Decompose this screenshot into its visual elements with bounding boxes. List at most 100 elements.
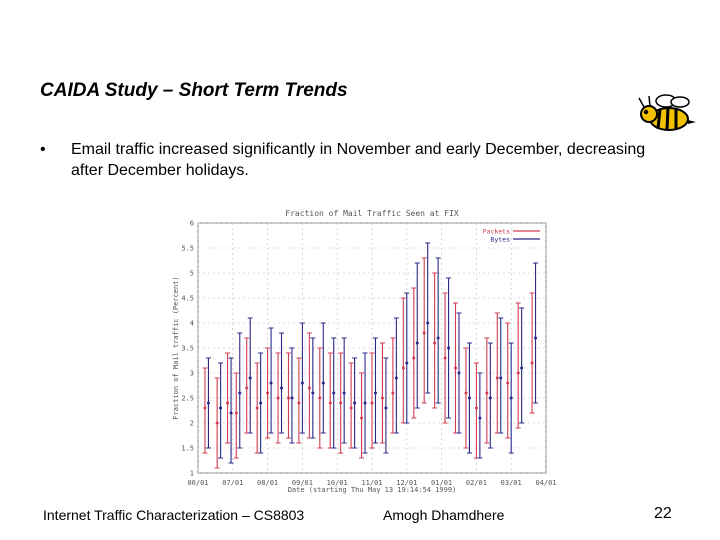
data-point xyxy=(245,386,249,390)
data-point xyxy=(360,416,364,420)
data-point xyxy=(363,401,367,405)
data-point xyxy=(530,361,534,365)
data-point xyxy=(380,396,384,400)
data-point xyxy=(443,356,447,360)
data-point xyxy=(401,366,405,370)
y-tick-label: 4.5 xyxy=(181,295,194,303)
data-point xyxy=(342,391,346,395)
data-point xyxy=(467,396,471,400)
data-point xyxy=(516,371,520,375)
x-tick-label: 11/01 xyxy=(361,479,382,487)
x-tick-label: 03/01 xyxy=(501,479,522,487)
y-tick-label: 4 xyxy=(190,320,194,328)
data-point xyxy=(436,336,440,340)
data-point xyxy=(248,376,252,380)
data-point xyxy=(328,401,332,405)
data-point xyxy=(206,401,210,405)
chart-svg: 06/01 07/01 08/01 09/01 10/01 11/01 12/01 01/01… xyxy=(172,209,557,494)
y-tick-label: 3.5 xyxy=(181,345,194,353)
data-point xyxy=(266,391,270,395)
data-point xyxy=(433,341,437,345)
data-point xyxy=(495,376,499,380)
legend-label: Bytes xyxy=(490,236,510,244)
data-point xyxy=(297,401,301,405)
data-point xyxy=(405,361,409,365)
data-point xyxy=(520,366,524,370)
data-point xyxy=(234,411,238,415)
chart-title: Fraction of Mail Traffic Seen at FIX xyxy=(285,209,459,218)
data-point xyxy=(457,371,461,375)
x-tick-label: 12/01 xyxy=(396,479,417,487)
data-point xyxy=(219,406,223,410)
x-tick-label: 01/01 xyxy=(431,479,452,487)
data-point xyxy=(290,396,294,400)
data-point xyxy=(276,396,280,400)
y-tick-label: 2 xyxy=(190,420,194,428)
legend-label: Packets xyxy=(483,228,510,236)
y-tick-label: 5.5 xyxy=(181,245,194,253)
data-point xyxy=(215,421,219,425)
y-tick-label: 6 xyxy=(190,220,194,228)
data-point xyxy=(226,401,230,405)
data-point xyxy=(353,401,357,405)
data-point xyxy=(229,411,233,415)
page-number: 22 xyxy=(654,505,672,522)
y-tick-label: 3 xyxy=(190,370,194,378)
data-point xyxy=(321,381,325,385)
data-point xyxy=(426,321,430,325)
data-point xyxy=(422,331,426,335)
slide-title: CAIDA Study – Short Term Trends xyxy=(40,80,348,101)
series-bytes xyxy=(205,242,539,464)
y-tick-label: 1.5 xyxy=(181,445,194,453)
data-point xyxy=(238,391,242,395)
data-point xyxy=(506,381,510,385)
bullet-marker: • xyxy=(40,141,46,158)
data-point xyxy=(286,396,290,400)
bee-mascot-icon xyxy=(638,94,696,131)
data-point xyxy=(370,401,374,405)
data-point xyxy=(373,391,377,395)
x-tick-label: 10/01 xyxy=(327,479,348,487)
data-point xyxy=(454,366,458,370)
data-point xyxy=(474,406,478,410)
data-point xyxy=(318,396,322,400)
data-point xyxy=(394,376,398,380)
x-tick-label: 08/01 xyxy=(257,479,278,487)
x-tick-label: 09/01 xyxy=(292,479,313,487)
x-tick-label: 07/01 xyxy=(222,479,243,487)
data-point xyxy=(464,391,468,395)
data-point xyxy=(349,406,353,410)
series-packets xyxy=(202,257,535,469)
data-point xyxy=(307,386,311,390)
mail-traffic-chart: 06/01 07/01 08/01 09/01 10/01 11/01 12/01 01/01… xyxy=(168,205,560,495)
data-point xyxy=(534,336,538,340)
data-point xyxy=(478,416,482,420)
data-point xyxy=(485,391,489,395)
data-point xyxy=(488,396,492,400)
data-point xyxy=(499,376,503,380)
data-point xyxy=(412,356,416,360)
data-point xyxy=(280,386,284,390)
y-tick-label: 2.5 xyxy=(181,395,194,403)
x-tick-label: 06/01 xyxy=(187,479,208,487)
data-point xyxy=(339,401,343,405)
y-axis-label: Fraction of Mail traffic (Percent) xyxy=(172,276,180,419)
data-point xyxy=(509,396,513,400)
data-point xyxy=(203,406,207,410)
data-point xyxy=(447,346,451,350)
y-tick-label: 1 xyxy=(190,470,194,478)
data-point xyxy=(391,391,395,395)
footer-author: Amogh Dhamdhere xyxy=(383,507,505,523)
x-tick-label: 02/01 xyxy=(466,479,487,487)
data-point xyxy=(259,401,263,405)
y-tick-label: 5 xyxy=(190,270,194,278)
data-point xyxy=(300,381,304,385)
x-axis-label: Date (starting Thu May 13 19:14:54 1999) xyxy=(288,486,457,494)
data-point xyxy=(384,406,388,410)
data-point xyxy=(255,406,259,410)
data-point xyxy=(332,391,336,395)
data-point xyxy=(311,391,315,395)
footer-course: Internet Traffic Characterization – CS88… xyxy=(43,507,305,523)
data-point xyxy=(269,381,273,385)
bullet-text: Email traffic increased significantly in… xyxy=(71,141,646,179)
